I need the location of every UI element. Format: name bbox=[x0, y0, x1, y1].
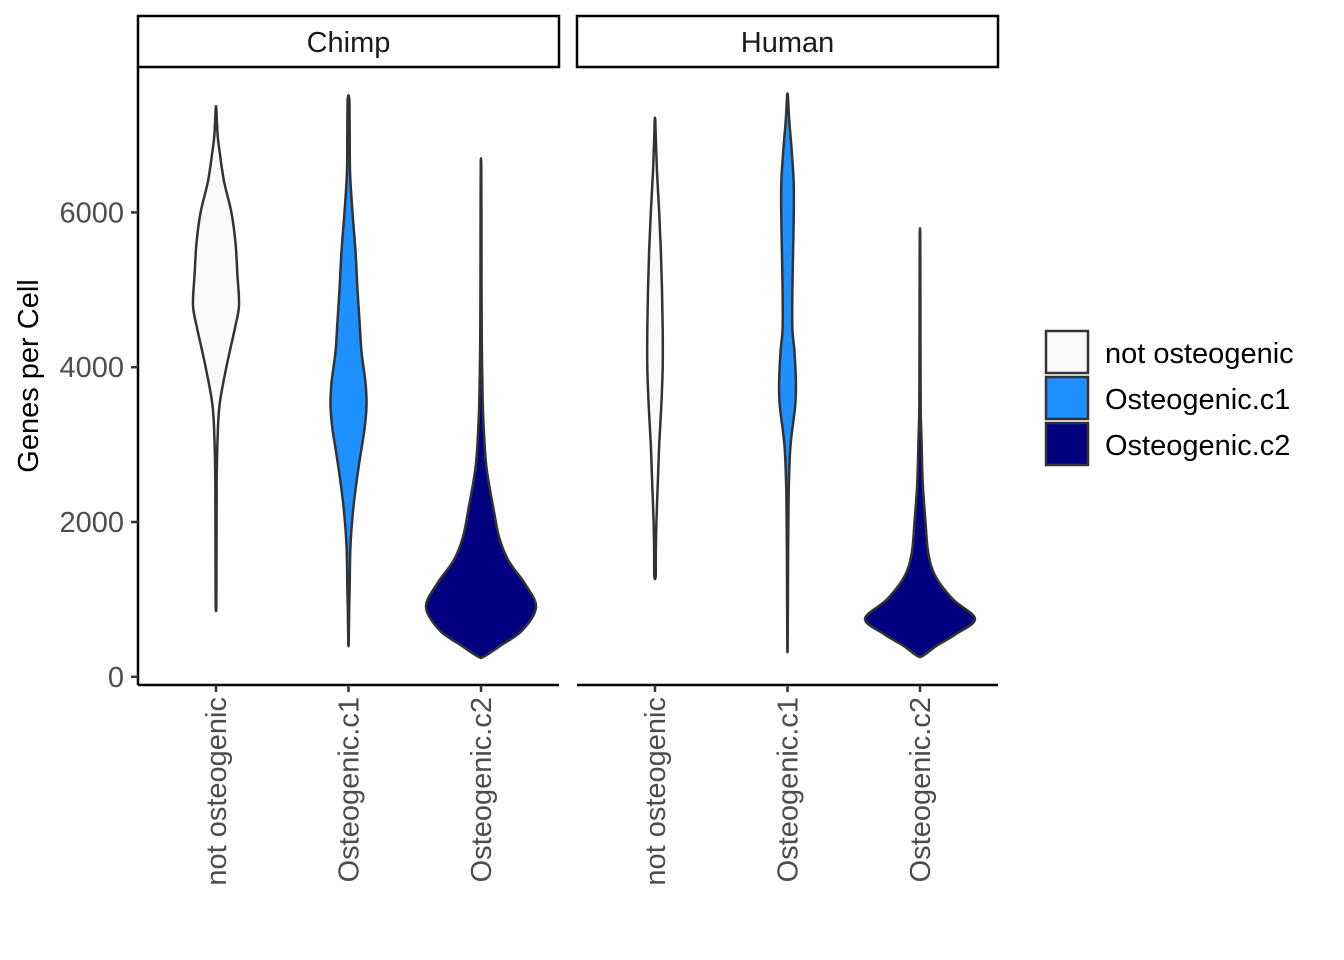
y-tick-label-4000: 4000 bbox=[59, 352, 124, 384]
legend: not osteogenic Osteogenic.c1 Osteogenic.c2 bbox=[1044, 329, 1294, 467]
strip-chimp-label: Chimp bbox=[307, 27, 391, 59]
violin-human-osteogenic-c1 bbox=[777, 92, 798, 654]
y-axis-title: Genes per Cell bbox=[13, 279, 45, 472]
legend-key-not-osteogenic bbox=[1044, 329, 1090, 375]
violins-layer bbox=[191, 92, 977, 660]
violin-human-not-osteogenic bbox=[645, 116, 665, 581]
y-tick-label-0: 0 bbox=[108, 662, 124, 694]
x-tick-label-chimp-not-osteogenic: not osteogenic bbox=[201, 697, 233, 886]
legend-label-osteogenic-c1: Osteogenic.c1 bbox=[1105, 384, 1290, 416]
violin-chimp-not-osteogenic bbox=[191, 105, 241, 613]
x-tick-label-chimp-osteogenic-c1: Osteogenic.c1 bbox=[334, 697, 366, 882]
y-tick-label-6000: 6000 bbox=[59, 197, 124, 229]
legend-key-osteogenic-c2 bbox=[1044, 421, 1090, 467]
legend-key-osteogenic-c1 bbox=[1044, 375, 1090, 421]
y-ticks: 0 2000 4000 6000 bbox=[59, 197, 138, 694]
violin-human-osteogenic-c2 bbox=[863, 227, 977, 659]
violin-chimp-osteogenic-c1 bbox=[329, 94, 368, 648]
strip-chimp: Chimp bbox=[136, 14, 561, 69]
strip-human: Human bbox=[575, 14, 1000, 69]
x-tick-label-human-osteogenic-c2: Osteogenic.c2 bbox=[905, 697, 937, 882]
x-ticks: not osteogenic Osteogenic.c1 Osteogenic.c2… bbox=[201, 685, 937, 886]
strip-human-label: Human bbox=[741, 27, 835, 59]
strip-human-box bbox=[575, 14, 1000, 69]
x-tick-label-human-osteogenic-c1: Osteogenic.c1 bbox=[773, 697, 805, 882]
x-tick-label-human-not-osteogenic: not osteogenic bbox=[640, 697, 672, 886]
violin-chimp-osteogenic-c2 bbox=[424, 157, 538, 660]
legend-label-osteogenic-c2: Osteogenic.c2 bbox=[1105, 430, 1290, 462]
x-tick-label-chimp-osteogenic-c2: Osteogenic.c2 bbox=[466, 697, 498, 882]
strip-chimp-box bbox=[136, 14, 561, 69]
legend-label-not-osteogenic: not osteogenic bbox=[1105, 338, 1294, 370]
y-tick-label-2000: 2000 bbox=[59, 507, 124, 539]
